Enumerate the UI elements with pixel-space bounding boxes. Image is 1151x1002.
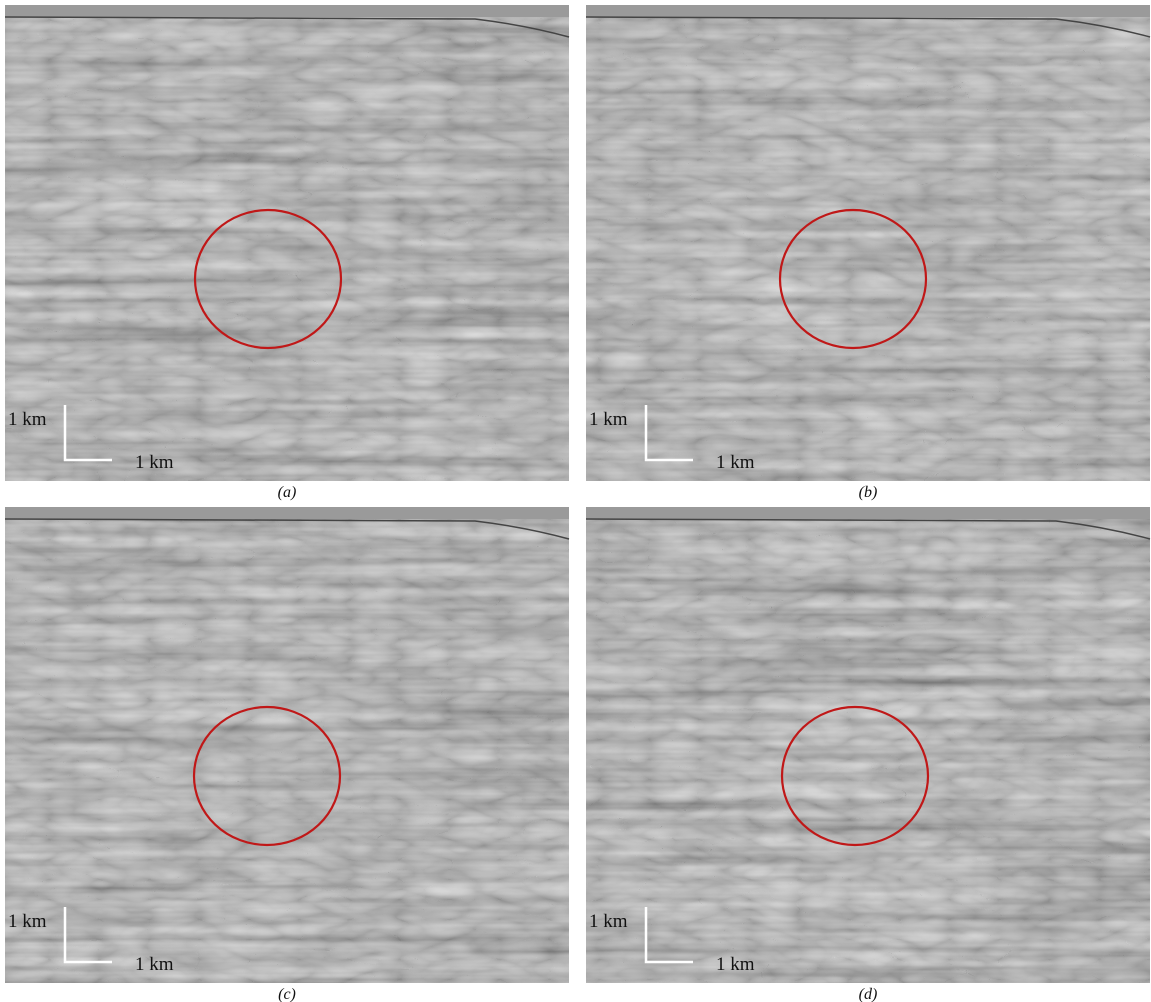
panel-caption: (d) bbox=[859, 986, 878, 1002]
scale-label-vertical: 1 km bbox=[8, 911, 47, 932]
seafloor bbox=[4, 16, 570, 38]
seafloor bbox=[585, 16, 1151, 38]
highlight-circle bbox=[780, 705, 930, 847]
scale-label-horizontal: 1 km bbox=[135, 954, 174, 975]
seismic-top bbox=[586, 5, 1150, 17]
seafloor bbox=[585, 518, 1151, 540]
seismic-panel: 1 km 1 km (c) bbox=[4, 507, 570, 1002]
highlight-circle bbox=[778, 208, 928, 350]
scale-bar bbox=[63, 907, 112, 964]
scale-bar bbox=[644, 907, 693, 964]
scale-label-vertical: 1 km bbox=[589, 911, 628, 932]
highlight-circle bbox=[192, 705, 342, 847]
seismic-top bbox=[5, 507, 569, 519]
seismic-top bbox=[5, 5, 569, 17]
scale-label-vertical: 1 km bbox=[589, 409, 628, 430]
seismic-panel: 1 km 1 km (d) bbox=[585, 507, 1151, 1002]
scale-bar bbox=[63, 405, 112, 462]
seismic-top bbox=[586, 507, 1150, 519]
seismic-panel: 1 km 1 km (a) bbox=[4, 5, 570, 501]
seafloor bbox=[4, 518, 570, 540]
panel-caption: (b) bbox=[859, 484, 878, 501]
seismic-panel: 1 km 1 km (b) bbox=[585, 5, 1151, 501]
scale-label-horizontal: 1 km bbox=[716, 954, 755, 975]
scale-label-vertical: 1 km bbox=[8, 409, 47, 430]
panel-caption: (a) bbox=[278, 484, 297, 501]
scale-bar bbox=[644, 405, 693, 462]
seismic-chaos bbox=[586, 507, 1150, 983]
seismic-chaos bbox=[586, 5, 1150, 481]
seismic-chaos bbox=[5, 5, 569, 481]
seismic-chaos bbox=[5, 507, 569, 983]
highlight-circle bbox=[193, 208, 343, 350]
panel-caption: (c) bbox=[278, 986, 296, 1002]
scale-label-horizontal: 1 km bbox=[135, 452, 174, 473]
scale-label-horizontal: 1 km bbox=[716, 452, 755, 473]
